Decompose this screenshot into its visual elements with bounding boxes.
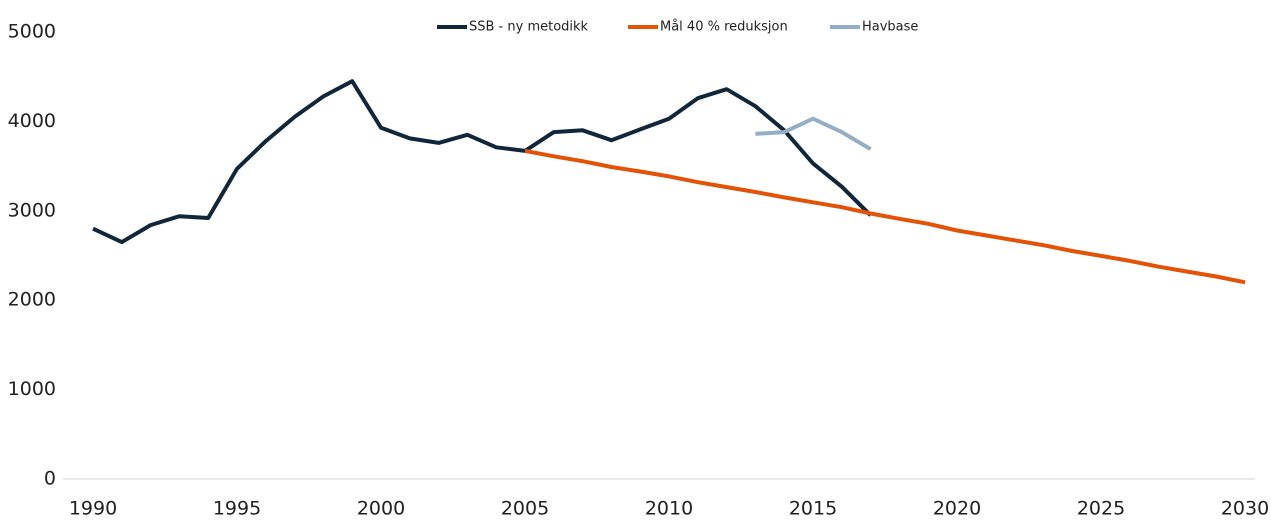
- y-tick-label: 1000: [8, 378, 56, 400]
- y-tick-label: 3000: [8, 199, 56, 221]
- y-tick-label: 2000: [8, 289, 56, 311]
- x-tick-label: 2000: [357, 498, 405, 520]
- series-line: [92, 79, 873, 245]
- legend-label: Havbase: [862, 20, 918, 35]
- series-line: [524, 148, 1246, 285]
- x-tick-label: 2025: [1077, 498, 1125, 520]
- series-line: [755, 116, 872, 151]
- y-tick-label: 5000: [8, 21, 56, 43]
- y-tick-label: 0: [44, 468, 56, 490]
- legend-label: SSB - ny metodikk: [469, 20, 589, 35]
- x-tick-label: 2030: [1221, 498, 1269, 520]
- legend-label: Mål 40 % reduksjon: [660, 20, 788, 35]
- x-tick-label: 2020: [933, 498, 981, 520]
- x-tick-label: 1995: [213, 498, 261, 520]
- x-tick-label: 2010: [645, 498, 693, 520]
- x-tick-label: 2005: [501, 498, 549, 520]
- x-tick-label: 2015: [789, 498, 837, 520]
- y-tick-label: 4000: [8, 110, 56, 132]
- x-tick-label: 1990: [69, 498, 117, 520]
